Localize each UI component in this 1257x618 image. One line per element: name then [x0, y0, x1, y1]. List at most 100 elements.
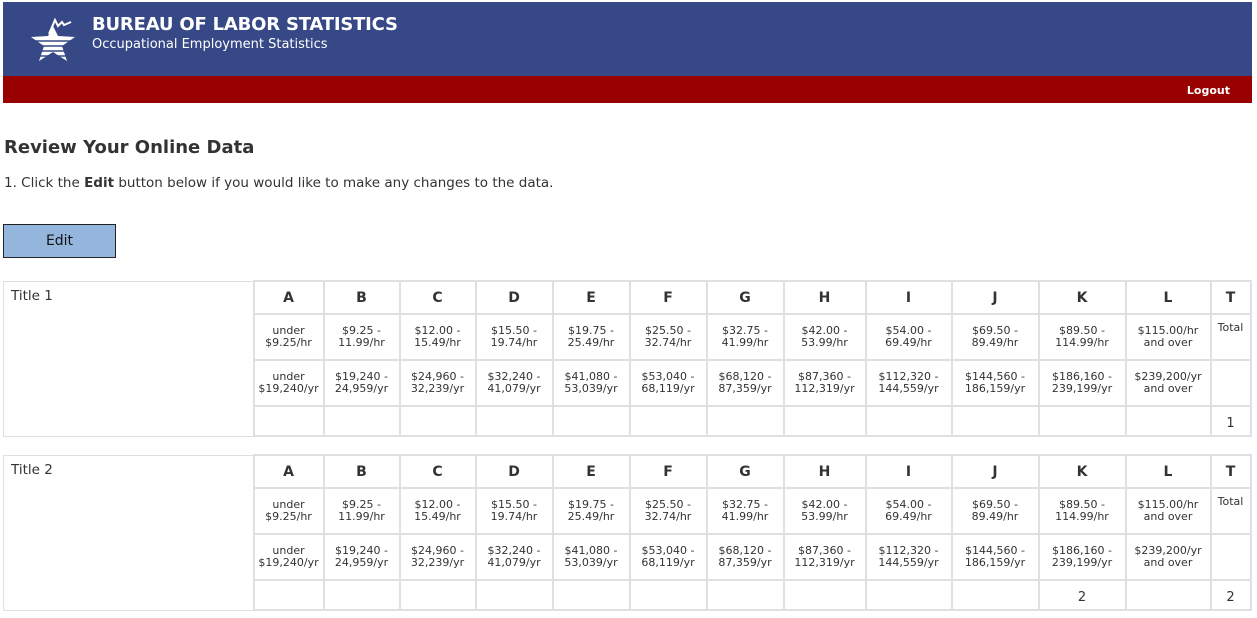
value-cell-h — [782, 405, 867, 437]
value-cell-t: 1 — [1209, 405, 1252, 437]
column-header-e: E — [551, 280, 631, 315]
column-header-d: D — [474, 454, 554, 489]
column-header-t: T — [1209, 454, 1252, 489]
value-cell-g — [705, 579, 785, 611]
column-header-c: C — [398, 280, 477, 315]
column-header-b: B — [322, 280, 401, 315]
hourly-range-l: $115.00/hr and over — [1124, 487, 1212, 535]
yearly-range-b: $19,240 -24,959/yr — [322, 359, 401, 407]
value-cell-e — [551, 579, 631, 611]
column-header-a: A — [252, 280, 325, 315]
hourly-range-j: $69.50 -89.49/hr — [950, 487, 1040, 535]
value-cell-f — [628, 579, 708, 611]
yearly-range-h: $87,360 -112,319/yr — [782, 533, 867, 581]
yearly-range-c: $24,960 -32,239/yr — [398, 533, 477, 581]
site-header: BUREAU OF LABOR STATISTICS Occupational … — [3, 2, 1252, 76]
column-header-j: J — [950, 280, 1040, 315]
value-cell-h — [782, 579, 867, 611]
yearly-range-e: $41,080 -53,039/yr — [551, 533, 631, 581]
table-row: 1 — [4, 405, 1252, 437]
hourly-range-k: $89.50 -114.99/hr — [1037, 313, 1127, 361]
hourly-range-e: $19.75 -25.49/hr — [551, 313, 631, 361]
value-cell-k — [1037, 405, 1127, 437]
yearly-range-a: under $19,240/yr — [252, 533, 325, 581]
value-cell-b — [322, 405, 401, 437]
column-header-k: K — [1037, 280, 1127, 315]
value-cell-i — [864, 579, 953, 611]
yearly-range-j: $144,560 -186,159/yr — [950, 359, 1040, 407]
column-header-f: F — [628, 454, 708, 489]
hourly-range-c: $12.00 -15.49/hr — [398, 487, 477, 535]
column-header-c: C — [398, 454, 477, 489]
instruction-prefix: 1. Click the — [4, 175, 85, 191]
column-header-f: F — [628, 280, 708, 315]
hourly-range-d: $15.50 -19.74/hr — [474, 313, 554, 361]
yearly-range-t — [1209, 359, 1252, 407]
value-cell-k: 2 — [1037, 579, 1127, 611]
column-header-a: A — [252, 454, 325, 489]
table-row: under $9.25/hr $9.25 -11.99/hr $12.00 -15.4… — [4, 487, 1252, 535]
value-cell-g — [705, 405, 785, 437]
table-title: Title 1 — [3, 280, 254, 437]
yearly-range-a: under $19,240/yr — [252, 359, 325, 407]
hourly-range-b: $9.25 -11.99/hr — [322, 313, 401, 361]
table-row: under $9.25/hr $9.25 -11.99/hr $12.00 -15.4… — [4, 313, 1252, 361]
yearly-range-g: $68,120 -87,359/yr — [705, 533, 785, 581]
yearly-range-e: $41,080 -53,039/yr — [551, 359, 631, 407]
yearly-range-t — [1209, 533, 1252, 581]
yearly-range-f: $53,040 -68,119/yr — [628, 359, 708, 407]
page-title: Review Your Online Data — [4, 137, 255, 158]
value-cell-a — [252, 579, 325, 611]
column-header-i: I — [864, 454, 953, 489]
yearly-range-l: $239,200/yr and over — [1124, 533, 1212, 581]
site-subtitle: Occupational Employment Statistics — [92, 37, 328, 52]
hourly-range-f: $25.50 -32.74/hr — [628, 313, 708, 361]
hourly-range-j: $69.50 -89.49/hr — [950, 313, 1040, 361]
column-header-g: G — [705, 454, 785, 489]
hourly-range-g: $32.75 -41.99/hr — [705, 313, 785, 361]
yearly-range-j: $144,560 -186,159/yr — [950, 533, 1040, 581]
hourly-range-k: $89.50 -114.99/hr — [1037, 487, 1127, 535]
value-cell-i — [864, 405, 953, 437]
column-header-d: D — [474, 280, 554, 315]
column-header-l: L — [1124, 454, 1212, 489]
value-cell-f — [628, 405, 708, 437]
edit-button[interactable]: Edit — [3, 224, 116, 258]
logout-link[interactable]: Logout — [1186, 84, 1230, 97]
column-header-g: G — [705, 280, 785, 315]
column-header-i: I — [864, 280, 953, 315]
hourly-range-l: $115.00/hr and over — [1124, 313, 1212, 361]
hourly-range-h: $42.00 -53.99/hr — [782, 487, 867, 535]
column-header-h: H — [782, 454, 867, 489]
nav-bar: Logout — [3, 76, 1252, 103]
hourly-range-g: $32.75 -41.99/hr — [705, 487, 785, 535]
value-cell-j — [950, 405, 1040, 437]
value-cell-c — [398, 405, 477, 437]
value-cell-e — [551, 405, 631, 437]
hourly-range-t: Total — [1209, 487, 1252, 535]
yearly-range-k: $186,160 -239,199/yr — [1037, 359, 1127, 407]
value-cell-b — [322, 579, 401, 611]
yearly-range-h: $87,360 -112,319/yr — [782, 359, 867, 407]
hourly-range-a: under $9.25/hr — [252, 313, 325, 361]
hourly-range-b: $9.25 -11.99/hr — [322, 487, 401, 535]
yearly-range-d: $32,240 -41,079/yr — [474, 533, 554, 581]
hourly-range-i: $54.00 -69.49/hr — [864, 313, 953, 361]
value-cell-a — [252, 405, 325, 437]
hourly-range-a: under $9.25/hr — [252, 487, 325, 535]
hourly-range-f: $25.50 -32.74/hr — [628, 487, 708, 535]
hourly-range-e: $19.75 -25.49/hr — [551, 487, 631, 535]
hourly-range-c: $12.00 -15.49/hr — [398, 313, 477, 361]
table-row: under $19,240/yr $19,240 -24,959/yr $24,960… — [4, 359, 1252, 407]
value-cell-d — [474, 579, 554, 611]
yearly-range-f: $53,040 -68,119/yr — [628, 533, 708, 581]
yearly-range-g: $68,120 -87,359/yr — [705, 359, 785, 407]
instruction-suffix: button below if you would like to make a… — [114, 175, 554, 191]
hourly-range-h: $42.00 -53.99/hr — [782, 313, 867, 361]
yearly-range-c: $24,960 -32,239/yr — [398, 359, 477, 407]
